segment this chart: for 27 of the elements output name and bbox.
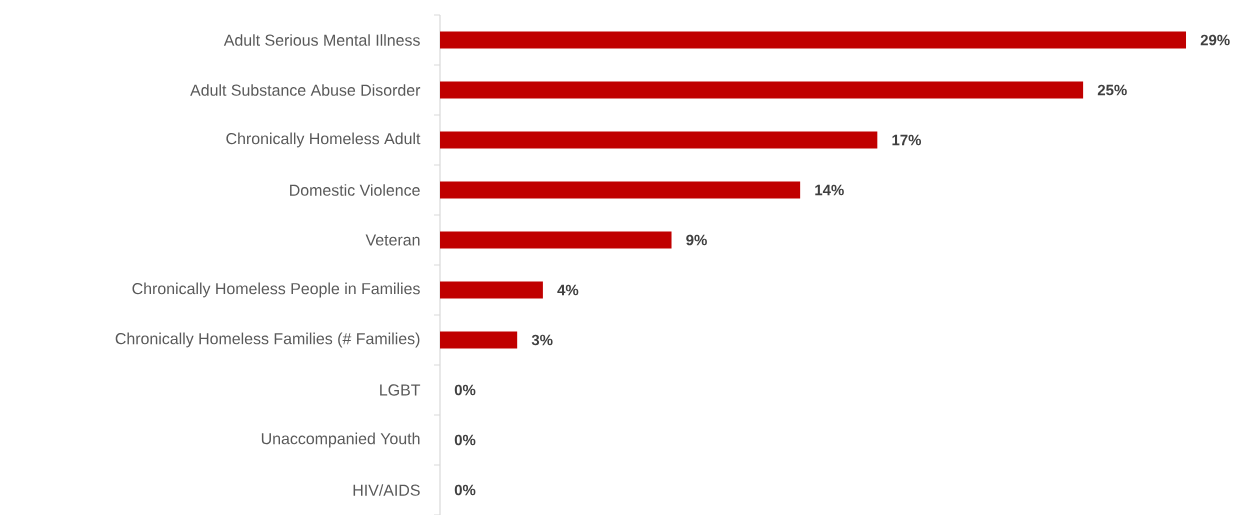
bar <box>440 181 801 199</box>
data-label: 29% <box>1200 34 1230 46</box>
data-label: 0% <box>454 434 476 446</box>
y-tick-label: Chronically Homeless People in Families <box>132 282 420 298</box>
y-tick-label: HIV/AIDS <box>353 484 420 496</box>
bar <box>440 281 543 299</box>
bar <box>440 81 1084 99</box>
bar <box>440 331 518 349</box>
data-label: 9% <box>686 234 707 246</box>
data-label: 4% <box>557 284 579 296</box>
y-tick-label: Chronically Homeless Families (# Families) <box>115 332 420 348</box>
bar <box>440 131 878 149</box>
data-label: 14% <box>815 184 844 196</box>
y-tick-label: LGBT <box>380 384 421 396</box>
y-tick-label: Veteran <box>365 234 420 246</box>
data-label: 3% <box>531 334 553 346</box>
data-label: 17% <box>892 134 922 146</box>
bar <box>440 31 1187 49</box>
y-tick-label: Chronically Homeless Adult <box>226 132 421 148</box>
bar <box>440 231 672 249</box>
y-tick-label: Adult Substance Abuse Disorder <box>190 84 421 96</box>
y-tick-label: Adult Serious Mental Illness <box>223 34 420 46</box>
y-tick-label: Unaccompanied Youth <box>261 432 420 448</box>
data-label: 0% <box>454 384 476 396</box>
data-label: 0% <box>454 484 476 496</box>
data-label: 25% <box>1097 84 1127 96</box>
y-tick-label: Domestic Violence <box>290 184 420 196</box>
